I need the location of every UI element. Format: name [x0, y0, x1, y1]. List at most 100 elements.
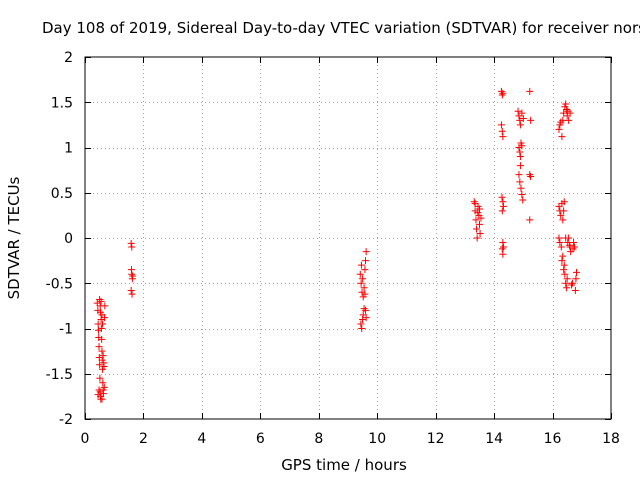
data-point	[559, 216, 567, 224]
data-point	[499, 202, 507, 210]
data-point	[129, 272, 137, 280]
data-point	[499, 250, 507, 258]
data-point	[516, 153, 524, 161]
data-point	[558, 133, 566, 141]
y-tick-label: 1.5	[51, 95, 73, 111]
data-point	[95, 343, 103, 351]
data-point	[560, 261, 568, 269]
data-point	[101, 314, 109, 322]
data-point	[516, 121, 524, 129]
x-tick-label: 12	[427, 431, 445, 447]
data-point	[97, 315, 105, 323]
data-point	[573, 268, 581, 276]
data-point	[560, 266, 568, 274]
data-point	[558, 257, 566, 265]
data-point	[555, 125, 563, 133]
data-point	[476, 229, 484, 237]
data-point	[98, 335, 106, 343]
data-point	[94, 391, 102, 399]
data-point	[356, 270, 364, 278]
data-point	[516, 178, 524, 186]
data-point	[570, 243, 578, 251]
data-point	[357, 279, 365, 287]
x-axis: 0 2 4 6 8 10 12 14 16 18	[81, 57, 620, 447]
data-point	[563, 284, 571, 292]
data-point	[360, 305, 368, 313]
data-point	[560, 109, 568, 117]
data-point	[99, 352, 107, 360]
y-axis-label: SDTVAR / TECUs	[5, 176, 23, 299]
data-point	[99, 320, 107, 328]
data-point	[472, 216, 480, 224]
data-point	[498, 127, 506, 135]
data-point	[557, 243, 565, 251]
x-tick-label: 4	[197, 431, 206, 447]
data-point	[519, 115, 527, 123]
data-point	[556, 239, 564, 247]
data-point	[560, 207, 568, 215]
data-point	[357, 320, 365, 328]
data-point	[498, 193, 506, 201]
y-tick-label: -1	[59, 322, 73, 338]
data-points	[93, 87, 581, 403]
data-point	[358, 288, 366, 296]
data-point	[565, 116, 573, 124]
data-point	[100, 363, 108, 371]
data-point	[518, 191, 526, 199]
data-point	[100, 383, 108, 391]
data-point	[476, 220, 483, 228]
data-point	[516, 148, 524, 156]
y-tick-label: 0	[64, 231, 73, 247]
data-point	[519, 196, 527, 204]
data-point	[96, 374, 104, 382]
data-point	[99, 379, 107, 387]
y-axis: -2 -1.5 -1 -0.5 0 0.5 1 1.5 2	[46, 50, 611, 428]
x-tick-label: 0	[81, 431, 90, 447]
x-axis-label: GPS time / hours	[281, 456, 407, 474]
data-point	[476, 205, 483, 213]
data-point	[360, 284, 368, 292]
data-point	[518, 109, 526, 117]
data-point	[562, 234, 570, 242]
data-point	[359, 315, 367, 323]
data-point	[477, 214, 485, 222]
data-point	[516, 162, 524, 170]
data-point	[527, 172, 535, 180]
data-point	[498, 207, 506, 215]
x-tick-label: 10	[368, 431, 386, 447]
data-point	[515, 171, 523, 179]
data-point	[568, 281, 576, 289]
data-point	[358, 325, 366, 332]
data-point	[563, 105, 571, 113]
data-point	[96, 296, 104, 304]
data-point	[361, 266, 369, 274]
y-tick-label: 1	[64, 141, 73, 157]
data-point	[474, 209, 482, 217]
data-point	[526, 87, 534, 95]
data-point	[527, 116, 535, 124]
data-point	[557, 211, 565, 219]
data-point	[473, 225, 481, 233]
data-point	[473, 234, 481, 242]
data-point	[518, 142, 526, 150]
x-tick-label: 8	[314, 431, 323, 447]
data-point	[95, 334, 103, 342]
data-point	[128, 270, 136, 278]
data-point	[362, 248, 370, 256]
data-point	[98, 395, 106, 403]
data-point	[498, 91, 506, 99]
y-tick-label: -1.5	[46, 367, 73, 383]
data-point	[362, 314, 370, 322]
data-point	[563, 275, 571, 283]
data-point	[96, 361, 104, 369]
data-point	[555, 234, 563, 242]
x-tick-label: 16	[544, 431, 562, 447]
data-point	[562, 100, 570, 108]
data-point	[514, 107, 522, 115]
data-point	[128, 243, 136, 251]
data-point	[498, 245, 506, 253]
data-point	[499, 239, 507, 247]
data-point	[566, 109, 574, 117]
data-point	[568, 279, 576, 287]
data-point	[99, 390, 107, 398]
